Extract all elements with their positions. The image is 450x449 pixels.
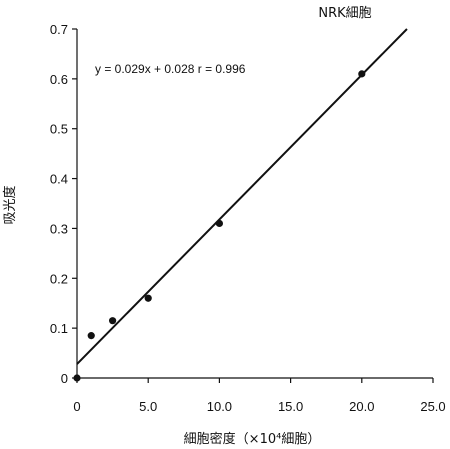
y-axis-label: 吸光度 <box>2 185 18 224</box>
data-points <box>73 70 366 382</box>
x-tick-label: 5.0 <box>139 399 157 414</box>
y-tick-label: 0.5 <box>50 122 68 137</box>
y-tick-label: 0.3 <box>50 221 68 236</box>
x-tick-label: 15.0 <box>278 399 303 414</box>
data-point <box>144 294 152 302</box>
y-tick-label: 0.4 <box>50 172 68 187</box>
regression-annotation: y = 0.029x + 0.028 r = 0.996 <box>95 62 246 76</box>
regression-line <box>76 28 408 365</box>
data-point <box>73 374 81 382</box>
y-tick-label: 0.2 <box>50 271 68 286</box>
x-axis-ticks: 0 5.0 10.0 15.0 20.0 25.0 <box>73 378 446 414</box>
data-point <box>87 332 95 340</box>
y-tick-label: 0 <box>61 371 68 386</box>
y-axis-ticks: 0 0.1 0.2 0.3 0.4 0.5 0.6 0.7 <box>50 22 77 386</box>
y-tick-label: 0.7 <box>50 22 68 37</box>
x-tick-label: 10.0 <box>207 399 232 414</box>
data-point <box>109 317 117 325</box>
y-tick-label: 0.1 <box>50 321 68 336</box>
x-tick-label: 20.0 <box>349 399 374 414</box>
axes <box>76 29 433 379</box>
x-tick-label: 0 <box>73 399 80 414</box>
data-point <box>215 219 223 228</box>
chart-title: NRK細胞 <box>318 6 371 21</box>
data-point <box>358 70 366 78</box>
y-tick-label: 0.6 <box>50 72 68 87</box>
x-axis-label: 細胞密度（×10⁴細胞） <box>184 431 321 447</box>
x-tick-label: 25.0 <box>420 399 445 414</box>
